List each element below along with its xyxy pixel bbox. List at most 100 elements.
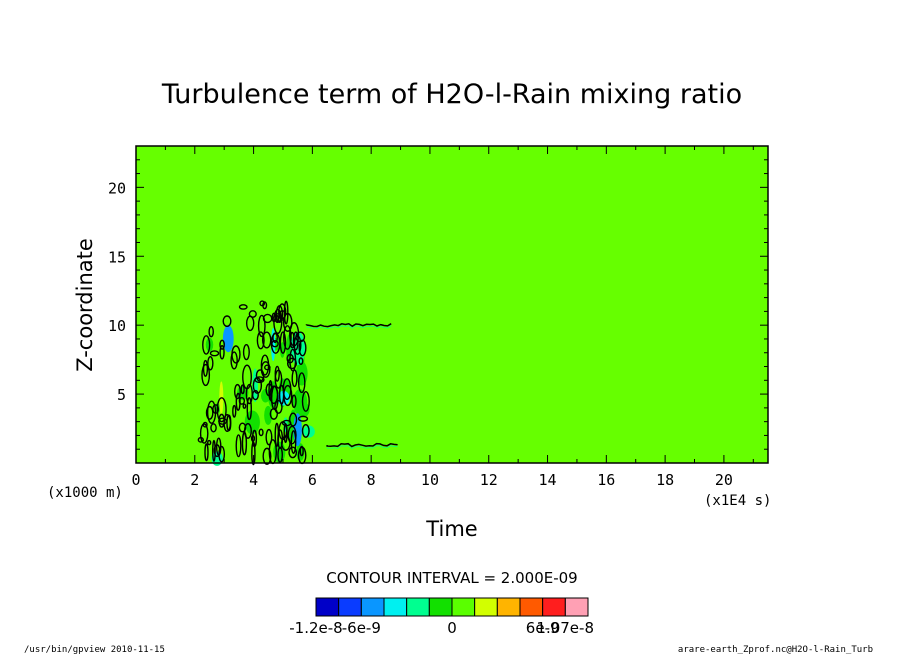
contour-line <box>275 305 284 323</box>
contour-line <box>238 304 248 310</box>
colorbar-swatch <box>383 597 408 617</box>
x-unit-label: (x1E4 s) <box>704 493 771 509</box>
colorbar <box>315 597 589 617</box>
contour-line <box>265 428 273 446</box>
contour-line <box>271 312 277 323</box>
contour-line <box>199 423 209 444</box>
x-axis-label: Time <box>425 517 477 541</box>
contour-line <box>219 339 225 350</box>
contour-line <box>210 423 217 433</box>
contour-line <box>206 400 217 424</box>
chart-title: Turbulence term of H2O-l-Rain mixing rat… <box>161 79 742 110</box>
x-tick-label: 6 <box>308 471 317 489</box>
x-tick-label: 10 <box>421 471 439 489</box>
contour-patch <box>260 389 271 403</box>
colorbar-label: -6e-9 <box>342 619 381 637</box>
contour-line <box>282 378 292 401</box>
contour-line <box>278 421 288 441</box>
contour-line <box>295 331 306 343</box>
contour-line <box>202 421 208 428</box>
contour-line <box>291 394 297 408</box>
contour-line <box>248 310 257 318</box>
contour-line <box>232 404 237 418</box>
contour-line <box>242 344 250 361</box>
contour-line <box>235 434 242 458</box>
contour-line <box>209 350 220 357</box>
x-tick-label: 16 <box>597 471 615 489</box>
contour-line <box>258 428 264 437</box>
contour-line <box>242 403 247 409</box>
contour-band-fill <box>306 325 392 329</box>
colorbar-swatch <box>406 597 430 617</box>
contour-line <box>274 369 283 389</box>
contour-line <box>289 412 298 427</box>
contour-line <box>204 443 209 462</box>
contour-line <box>234 383 241 400</box>
x-tick-label: 14 <box>539 471 557 489</box>
contour-line <box>238 396 246 405</box>
contour-line <box>272 332 278 344</box>
contour-line <box>201 363 211 387</box>
y-tick-label: 20 <box>108 179 126 197</box>
contour-line <box>270 385 279 411</box>
contour-line <box>256 331 265 350</box>
contour-band <box>326 442 398 448</box>
contour-line <box>287 425 297 445</box>
colorbar-labels: -1.2e-8 -6e-9 0 6e-91.07e-8 <box>289 619 594 637</box>
colorbar-swatch <box>451 597 476 617</box>
contour-line <box>218 413 225 428</box>
contour-patch <box>222 325 234 353</box>
contour-band <box>305 323 392 328</box>
contour-line <box>271 340 279 348</box>
colorbar-swatch <box>360 597 385 617</box>
x-axis: 0 2 4 6 8 10 12 14 16 18 20 <box>131 146 754 489</box>
contour-line <box>286 357 298 370</box>
contour-band-fill <box>326 445 398 449</box>
contour-patch <box>264 405 273 425</box>
contour-line <box>238 422 247 433</box>
contour-line <box>241 431 248 456</box>
contour-line <box>207 355 214 371</box>
colorbar-swatch <box>496 597 521 617</box>
x-tick-label: 18 <box>656 471 674 489</box>
colorbar-swatch <box>519 597 544 617</box>
contour-line <box>222 315 232 328</box>
colorbar-swatch <box>428 597 453 617</box>
contour-line <box>212 439 216 462</box>
plot-frame <box>135 145 769 464</box>
x-tick-label: 8 <box>367 471 376 489</box>
contour-line <box>283 300 289 325</box>
y-tick-label: 10 <box>108 317 126 335</box>
contour-line <box>206 439 212 446</box>
y-tick-label: 15 <box>108 248 126 266</box>
colorbar-label: 6e-9 <box>526 619 560 637</box>
contour-line <box>213 444 221 458</box>
contour-line <box>299 445 304 457</box>
colorbar-swatch <box>474 597 498 617</box>
contour-line <box>262 447 272 465</box>
contour-line <box>202 335 211 355</box>
contour-line <box>261 331 272 349</box>
colorbar-swatch <box>564 597 589 617</box>
contour-line <box>265 383 273 397</box>
contour-line <box>219 345 225 360</box>
colorbar-label: -1.2e-8 <box>289 619 342 637</box>
contour-line <box>208 325 214 338</box>
contour-line <box>259 300 266 307</box>
y-axis: 5 10 15 20 <box>108 159 768 450</box>
footer-left: /usr/bin/gpview 2010-11-15 <box>24 645 165 654</box>
x-tick-label: 12 <box>480 471 498 489</box>
y-unit-label: (x1000 m) <box>47 485 123 501</box>
x-tick-label: 2 <box>190 471 199 489</box>
contour-line <box>264 364 271 371</box>
contour-line <box>298 339 307 357</box>
contour-line <box>231 345 241 364</box>
contour-line <box>269 407 279 420</box>
contour-interval-text: CONTOUR INTERVAL = 2.000E-09 <box>326 569 577 587</box>
plot-area <box>136 146 768 463</box>
contour-line <box>301 423 310 438</box>
contour-line <box>251 389 259 401</box>
contour-line <box>257 314 266 338</box>
colorbar-label: 1.07e-8 <box>536 619 594 637</box>
